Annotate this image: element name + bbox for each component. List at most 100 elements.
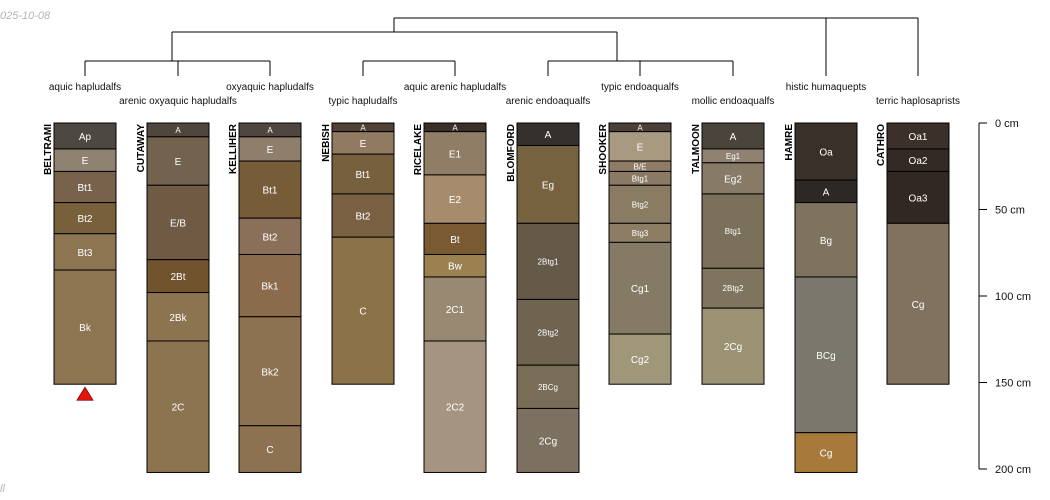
horizon-c bbox=[238, 425, 302, 473]
horizon-label: Bt1 bbox=[355, 170, 370, 181]
horizon-label: A bbox=[823, 187, 830, 198]
horizon-label: Oa2 bbox=[909, 156, 928, 167]
taxon-label: mollic endoaqualfs bbox=[692, 96, 775, 107]
profile-name: NEBISH bbox=[321, 124, 332, 162]
horizon-label: 2C2 bbox=[446, 403, 465, 414]
horizon-label: E/B bbox=[170, 218, 186, 229]
horizon-label: Bt bbox=[450, 235, 460, 246]
taxon-label: aquic arenic hapludalfs bbox=[404, 82, 506, 93]
profile-name: TALMOON bbox=[691, 124, 702, 174]
horizon-label: Bt2 bbox=[262, 232, 277, 243]
horizon-2cg bbox=[701, 307, 765, 385]
horizon-label: Bt1 bbox=[77, 183, 92, 194]
horizon-label: Cg2 bbox=[631, 355, 650, 366]
depth-tick-label: 200 cm bbox=[995, 464, 1031, 476]
profile-name: BELTRAMI bbox=[43, 124, 54, 175]
profile-name: CATHRO bbox=[876, 124, 887, 166]
profile-cathro: terric haplosaprists CATHRO Oa1 Oa2 Oa3 Cg bbox=[876, 96, 960, 385]
horizon-label: E bbox=[267, 145, 274, 156]
horizon-label: BCg bbox=[816, 351, 835, 362]
horizon-label: Bt3 bbox=[77, 248, 92, 259]
horizon-label: 2Cg bbox=[724, 342, 742, 353]
horizon-cg bbox=[886, 222, 950, 385]
horizon-label: Bg bbox=[820, 236, 832, 247]
profile-beltrami: aquic hapludalfs BELTRAMI Ap E Bt1 Bt2 Bt3 Bk bbox=[43, 82, 121, 401]
depth-marker-icon bbox=[76, 386, 94, 401]
horizon-label: E bbox=[175, 157, 182, 168]
profile-name: KELLIHER bbox=[228, 123, 239, 174]
profile-hamre: histic humaquepts HAMRE Oa A Bg BCg Cg bbox=[784, 82, 867, 473]
horizon-2bcg bbox=[516, 364, 580, 409]
corner-stamp: ll bbox=[0, 483, 5, 495]
profile-name: BLOMFORD bbox=[506, 124, 517, 182]
horizon-label: E2 bbox=[449, 195, 462, 206]
horizon-label: Bt1 bbox=[262, 186, 277, 197]
horizon-label: Bk2 bbox=[261, 367, 279, 378]
taxon-label: oxyaquic hapludalfs bbox=[226, 82, 314, 93]
horizon-bt2 bbox=[238, 217, 302, 255]
horizon-label: A bbox=[730, 132, 737, 143]
profile-nebish: typic hapludalfs NEBISH AE Bt1 Bt2 C bbox=[321, 96, 398, 385]
horizon-bt1 bbox=[53, 170, 117, 204]
taxon-label: typic endoaqualfs bbox=[601, 82, 679, 93]
horizon-label: Bt2 bbox=[355, 212, 370, 223]
profile-blomford: arenic endoaqualfs BLOMFORD A Eg 2Btg1 2Btg2 2… bbox=[506, 96, 590, 473]
depth-tick-label: 0 cm bbox=[995, 118, 1019, 130]
horizon-2btg1 bbox=[516, 222, 580, 300]
horizon-2c bbox=[146, 340, 210, 473]
taxon-label: terric haplosaprists bbox=[876, 96, 960, 107]
horizon-eg bbox=[516, 144, 580, 224]
dendrogram bbox=[84, 17, 919, 76]
horizon-label: A bbox=[360, 123, 366, 132]
horizon-ap bbox=[53, 122, 117, 150]
taxon-label: aquic hapludalfs bbox=[49, 82, 121, 93]
horizon-label: E bbox=[360, 139, 367, 150]
profiles: aquic hapludalfs BELTRAMI Ap E Bt1 Bt2 Bt3 Bk ar… bbox=[43, 82, 960, 473]
horizon-label: Oa3 bbox=[909, 193, 928, 204]
horizon-bg bbox=[794, 202, 858, 278]
horizon-label: 2Btg1 bbox=[538, 257, 559, 266]
profile-name: CUTAWAY bbox=[136, 124, 147, 173]
horizon-c bbox=[331, 236, 395, 385]
horizon-label: E bbox=[637, 142, 644, 153]
horizon-eg2 bbox=[701, 162, 765, 195]
horizon-bcg bbox=[794, 276, 858, 434]
profile-name: RICELAKE bbox=[413, 124, 424, 175]
horizon-2cg bbox=[516, 407, 580, 473]
horizon-bt1 bbox=[238, 160, 302, 219]
depth-tick-label: 50 cm bbox=[995, 205, 1025, 217]
horizon-label: Eg1 bbox=[726, 152, 741, 161]
horizon-oa3 bbox=[886, 170, 950, 224]
horizon-2c1 bbox=[423, 276, 487, 342]
taxon-label: histic humaquepts bbox=[786, 82, 867, 93]
horizon-label: B/E bbox=[634, 162, 647, 171]
horizon-cg1 bbox=[608, 241, 672, 335]
horizon-label: Cg bbox=[912, 300, 925, 311]
taxon-label: typic hapludalfs bbox=[329, 96, 398, 107]
profile-ricelake: aquic arenic hapludalfs RICELAKE A E1 E2 Bt Bw… bbox=[404, 82, 506, 473]
horizon-label: Bt2 bbox=[77, 214, 92, 225]
taxon-label: arenic oxyaquic hapludalfs bbox=[119, 96, 237, 107]
depth-tick-label: 100 cm bbox=[995, 291, 1031, 303]
horizon-label: 2C1 bbox=[446, 305, 465, 316]
horizon-label: Eg bbox=[542, 180, 554, 191]
horizon-label: E bbox=[82, 156, 89, 167]
horizon-label: C bbox=[266, 445, 273, 456]
horizon-label: Eg2 bbox=[724, 174, 742, 185]
profile-shooker: typic endoaqualfs SHOOKER A E B/E Btg1 Btg2 Btg… bbox=[598, 82, 679, 385]
horizon-label: 2Btg2 bbox=[538, 328, 559, 337]
horizon-label: Bk bbox=[79, 323, 92, 334]
horizon-label: C bbox=[359, 307, 366, 318]
horizon-cg bbox=[794, 432, 858, 473]
profile-name: HAMRE bbox=[784, 124, 795, 161]
horizon-bt2 bbox=[53, 202, 117, 235]
horizon-cg2 bbox=[608, 333, 672, 385]
horizon-btg2 bbox=[608, 184, 672, 224]
horizon-label: 2C bbox=[172, 403, 185, 414]
horizon-label: Btg1 bbox=[725, 227, 742, 236]
horizon-label: Oa1 bbox=[909, 132, 928, 143]
horizon-label: 2Bt bbox=[170, 272, 185, 283]
horizon-label: Btg3 bbox=[632, 229, 649, 238]
profile-talmoon: mollic endoaqualfs TALMOON A Eg1 Eg2 Btg1 2Btg… bbox=[691, 96, 775, 385]
